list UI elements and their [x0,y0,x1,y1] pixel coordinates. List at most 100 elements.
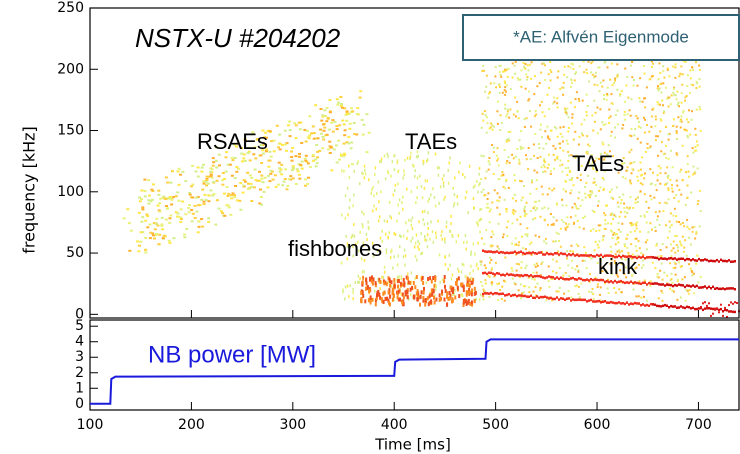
spectrogram-pixel [486,203,489,206]
spectrogram-pixel [636,137,639,140]
spectrogram-pixel [225,186,229,188]
spectrogram-pixel [304,178,307,181]
spectrogram-pixel [209,189,213,192]
spectrogram-pixel [520,199,523,202]
spectrogram-pixel [518,162,521,165]
spectrogram-pixel [398,211,400,215]
spectrogram-pixel [734,260,736,263]
spectrogram-pixel [575,91,578,94]
spectrogram-pixel [618,249,621,251]
spectrogram-pixel [434,276,437,280]
spectrogram-pixel [247,150,251,153]
spectrogram-pixel [402,295,405,300]
spectrogram-pixel [654,125,657,128]
spectrogram-pixel [416,150,419,154]
spectrogram-pixel [168,195,172,198]
spectrogram-pixel [346,242,349,246]
spectrogram-pixel [372,246,374,250]
spectrogram-pixel [534,133,537,135]
spectrogram-pixel [149,231,153,234]
spectrogram-pixel [566,250,569,253]
spectrogram-pixel [273,174,277,177]
spectrogram-pixel [362,241,365,245]
spectrogram-pixel [488,292,490,295]
spectrogram-pixel [268,130,272,133]
spectrogram-pixel [433,295,435,300]
spectrogram-pixel [539,289,542,292]
spectrogram-pixel [540,295,542,299]
spectrogram-pixel [671,184,673,187]
spectrogram-pixel [564,252,566,256]
spectrogram-pixel [143,195,147,198]
spectrogram-pixel [682,257,684,260]
spectrogram-pixel [661,278,664,281]
spectrogram-pixel [472,269,474,273]
spectrogram-pixel [665,224,667,227]
spectrogram-pixel [516,110,519,112]
spectrogram-pixel [548,86,550,89]
spectrogram-pixel [424,179,426,183]
spectrogram-pixel [422,290,425,295]
spectrogram-pixel [632,79,635,81]
spectrogram-pixel [450,288,453,293]
spectrogram-pixel [670,278,673,281]
spectrogram-pixel [361,290,364,295]
spectrogram-pixel [563,292,566,295]
spectrogram-pixel [503,89,506,92]
spectrogram-pixel [488,296,491,298]
spectrogram-pixel [464,299,467,303]
spectrogram-pixel [570,178,573,181]
spectrogram-pixel [502,173,505,176]
spectrogram-pixel [567,223,570,226]
spectrogram-pixel [522,291,525,294]
spectrogram-pixel [639,126,642,129]
spectrogram-pixel [346,257,349,261]
spectrogram-pixel [665,246,668,249]
spectrogram-pixel [414,169,416,173]
spectrogram-pixel [530,294,532,297]
spectrogram-pixel [225,151,229,154]
spectrogram-pixel [387,171,390,175]
spectrogram-pixel [620,302,622,305]
spectrogram-pixel [233,177,237,180]
spectrogram-pixel [536,264,539,267]
spectrogram-pixel [424,298,427,303]
spectrogram-pixel [626,233,629,236]
spectrogram-pixel [586,300,588,303]
spectrogram-pixel [270,170,274,173]
spectrogram-pixel [726,260,728,263]
spectrogram-pixel [476,180,478,183]
spectrogram-pixel [390,250,392,254]
spectrogram-pixel [217,153,221,156]
spectrogram-pixel [570,244,573,247]
spectrogram-pixel [736,302,738,304]
spectrogram-pixel [689,133,692,136]
spectrogram-pixel [365,277,368,282]
spectrogram-pixel [575,207,578,210]
spectrogram-pixel [610,93,613,96]
spectrogram-pixel [343,107,347,110]
spectrogram-pixel [657,297,660,300]
spectrogram-pixel [495,86,498,89]
spectrogram-pixel [254,179,258,182]
spectrogram-pixel [479,182,481,185]
spectrogram-pixel [306,182,310,185]
spectrogram-pixel [560,297,562,300]
spectrogram-pixel [635,249,638,252]
spectrogram-pixel [342,142,346,145]
spectrogram-pixel [179,173,182,176]
spectrogram-pixel [357,160,359,164]
spectrogram-pixel [399,297,402,302]
spectrogram-pixel [308,134,312,137]
annotation: TAEs [572,151,624,176]
spectrogram-pixel [617,236,620,239]
spectrogram-pixel [639,182,642,185]
spectrogram-pixel [155,217,159,220]
nb-power-line [90,338,739,405]
spectrogram-pixel [137,244,141,247]
spectrogram-pixel [681,235,684,238]
spectrogram-pixel [700,286,702,289]
spectrogram-pixel [692,272,695,275]
spectrogram-pixel [570,253,572,257]
spectrogram-pixel [659,249,662,251]
